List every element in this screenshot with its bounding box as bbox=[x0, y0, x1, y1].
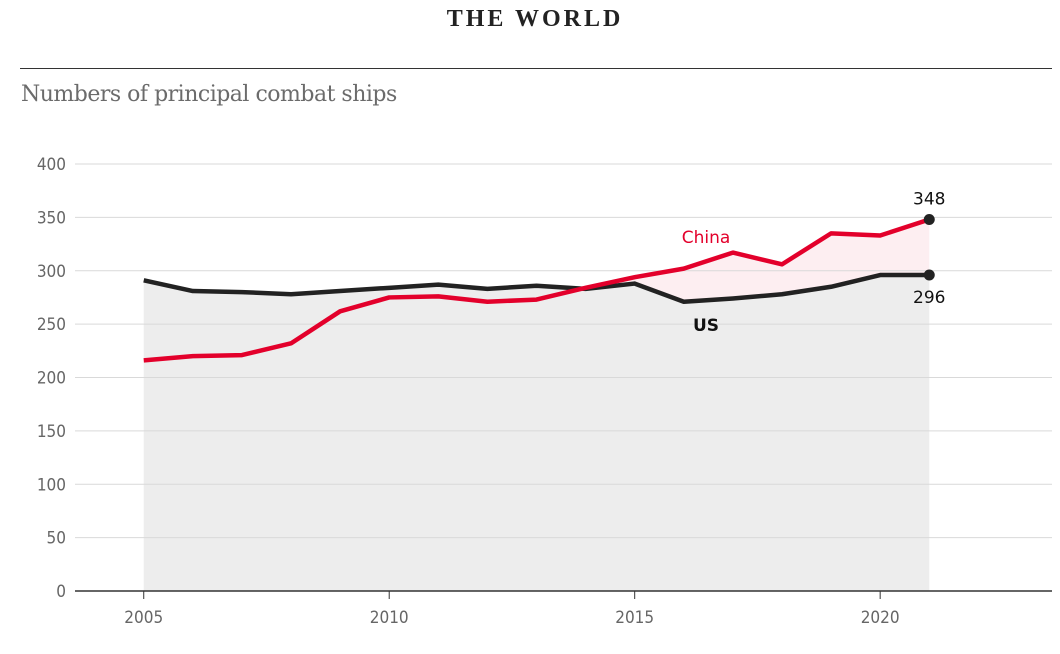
section-header: THE WORLD bbox=[446, 6, 624, 32]
us-series-label: US bbox=[693, 316, 719, 336]
x-tick-label: 2010 bbox=[370, 608, 409, 628]
area-fills bbox=[143, 219, 930, 591]
x-tick-label: 2005 bbox=[124, 608, 163, 628]
y-tick-label: 250 bbox=[37, 315, 66, 335]
header-rule bbox=[20, 68, 1052, 69]
us-line bbox=[143, 272, 930, 304]
y-tick-label: 100 bbox=[37, 475, 66, 495]
x-tick-label: 2015 bbox=[615, 608, 654, 628]
china-line bbox=[143, 217, 930, 363]
y-tick-label: 200 bbox=[37, 369, 66, 389]
chart-title: Numbers of principal combat ships bbox=[21, 82, 397, 107]
y-tick-label: 350 bbox=[37, 208, 66, 228]
end-markers: 348 296 bbox=[913, 190, 945, 309]
gridlines bbox=[75, 163, 1052, 592]
y-axis-labels: 0 50 100 150 200 250 300 350 400 bbox=[37, 155, 66, 602]
gap-area-fill bbox=[143, 219, 930, 302]
us-end-marker bbox=[923, 269, 935, 281]
china-end-value: 348 bbox=[913, 190, 945, 210]
us-area-fill bbox=[143, 275, 930, 591]
x-tick-label: 2020 bbox=[861, 608, 900, 628]
us-end-value: 296 bbox=[913, 288, 945, 308]
y-tick-label: 50 bbox=[47, 529, 66, 549]
x-axis-labels: 2005 2010 2015 2020 bbox=[124, 591, 900, 628]
china-end-marker bbox=[923, 214, 935, 226]
y-tick-label: 400 bbox=[37, 155, 66, 175]
y-tick-label: 150 bbox=[37, 422, 66, 442]
series-lines: China US bbox=[143, 217, 930, 363]
y-tick-label: 300 bbox=[37, 262, 66, 282]
y-tick-label: 0 bbox=[56, 582, 66, 602]
china-series-label: China bbox=[682, 228, 731, 248]
